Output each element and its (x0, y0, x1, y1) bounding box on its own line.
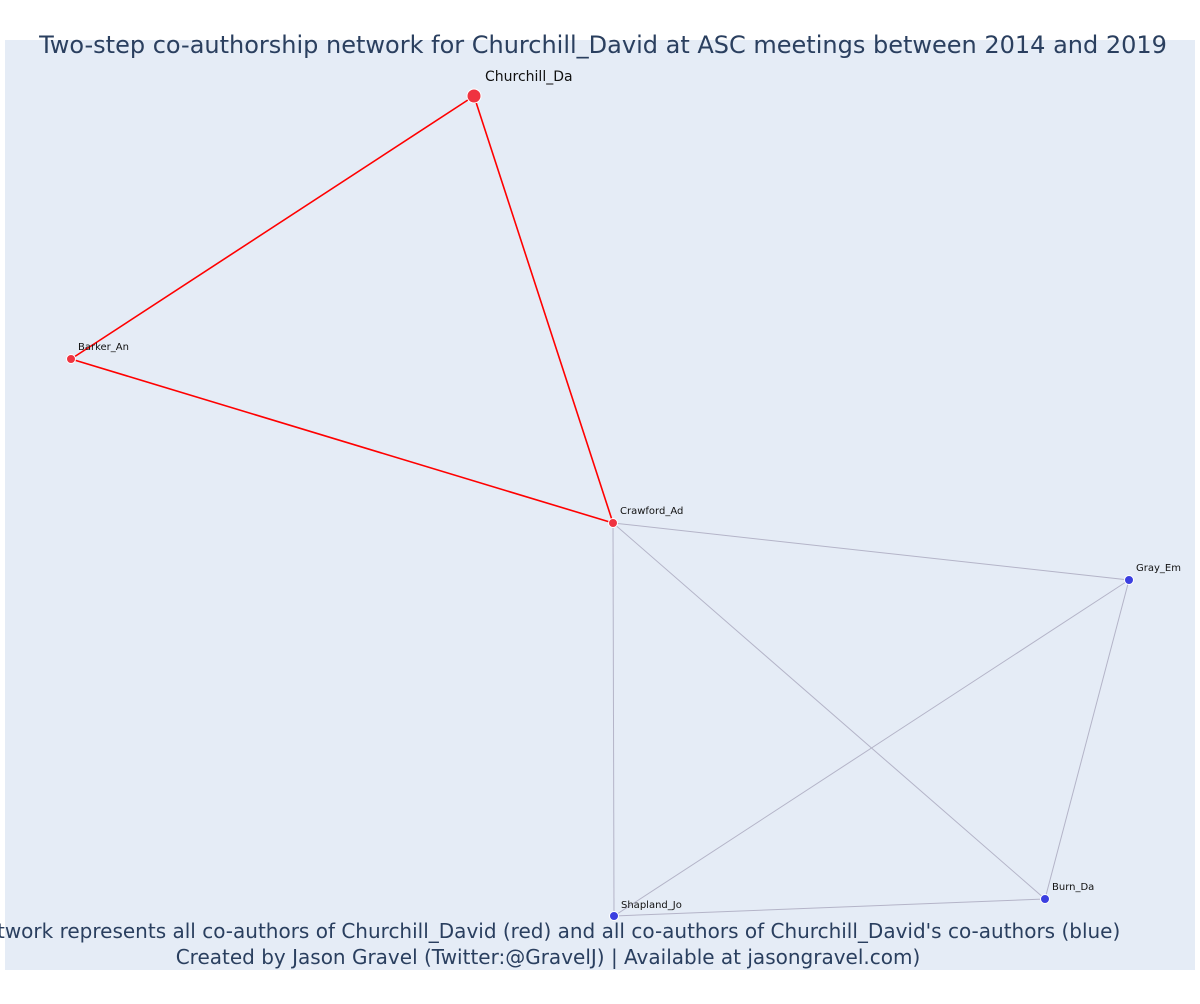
node-label-burn: Burn_Da (1052, 882, 1094, 893)
node-label-churchill: Churchill_Da (485, 69, 573, 85)
edge-shapland-burn (613, 898, 1046, 917)
node-gray[interactable] (1124, 575, 1134, 585)
edge-crawford-burn (612, 522, 1046, 900)
node-burn[interactable] (1040, 894, 1050, 904)
node-label-gray: Gray_Em (1136, 563, 1181, 574)
edge-crawford-shapland (612, 522, 615, 917)
node-layer (66, 88, 1134, 921)
plot-background (5, 40, 1195, 970)
edge-churchill-crawford (473, 95, 614, 524)
edge-barker-crawford (70, 358, 614, 524)
edge-layer (70, 95, 1130, 917)
edge-gray-shapland (613, 579, 1130, 917)
node-barker[interactable] (66, 354, 76, 364)
edge-crawford-gray (612, 522, 1130, 581)
node-label-shapland: Shapland_Jo (621, 900, 682, 911)
edge-gray-burn (1044, 579, 1130, 900)
footer-credit: Created by Jason Gravel (Twitter:@Gravel… (176, 945, 921, 969)
node-crawford[interactable] (608, 518, 618, 528)
node-label-barker: Barker_An (78, 342, 129, 353)
node-churchill[interactable] (466, 88, 482, 104)
footer-note: Network represents all co-authors of Chu… (0, 919, 1120, 943)
edge-churchill-barker (70, 95, 475, 360)
node-label-crawford: Crawford_Ad (620, 506, 683, 517)
label-layer: Churchill_Da Barker_An Crawford_Ad Gray_Em B… (78, 69, 1181, 911)
node-shapland[interactable] (609, 911, 619, 921)
chart-title: Two-step co-authorship network for Churc… (38, 31, 1167, 59)
